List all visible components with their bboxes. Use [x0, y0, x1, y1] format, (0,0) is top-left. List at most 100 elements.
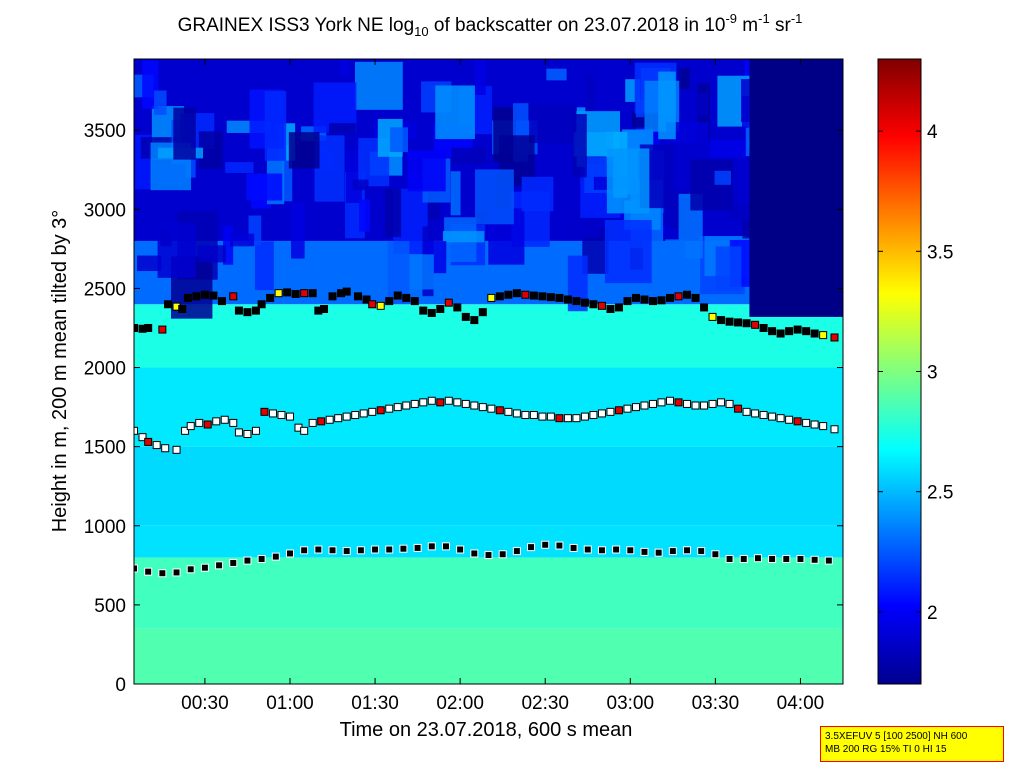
layer-marker-upper: [183, 293, 192, 302]
layer-marker-upper: [453, 303, 462, 312]
layer-marker-mid: [134, 426, 138, 435]
layer-marker-mid: [268, 409, 277, 418]
layer-marker-mid: [325, 415, 334, 424]
chart-title: GRAINEX ISS3 York NE log10 of backscatte…: [178, 11, 803, 39]
heatmap-speckle: [715, 246, 742, 291]
layer-marker-lower: [229, 558, 238, 567]
layer-marker-upper: [614, 303, 623, 312]
layer-marker-upper: [555, 293, 564, 302]
layer-marker-upper: [144, 323, 153, 332]
layer-marker-lower: [215, 561, 224, 570]
heatmap-speckle: [690, 159, 734, 211]
layer-marker-upper: [538, 292, 547, 301]
layer-marker-mid: [144, 437, 153, 446]
layer-marker-upper: [266, 293, 275, 302]
layer-marker-lower: [768, 555, 777, 563]
x-tick-label: 03:00: [607, 693, 655, 714]
layer-marker-upper: [529, 291, 538, 300]
layer-marker-upper: [461, 312, 470, 321]
layer-marker-mid: [172, 445, 181, 454]
layer-marker-mid: [768, 412, 777, 421]
layer-marker-mid: [759, 411, 768, 420]
layer-marker-lower: [484, 551, 493, 560]
heatmap-speckle: [665, 122, 709, 143]
heatmap-speckle: [658, 71, 676, 140]
heatmap-dark-region: [749, 59, 843, 317]
heatmap-speckle: [604, 220, 652, 284]
layer-marker-lower: [626, 546, 635, 555]
colorbar-tick-label: 2.5: [927, 483, 953, 504]
layer-marker-upper: [819, 331, 828, 340]
layer-marker-lower: [810, 555, 819, 564]
layer-marker-lower: [654, 548, 663, 557]
layer-markers: [134, 287, 839, 578]
layer-marker-mid: [674, 398, 683, 407]
layer-marker-upper: [274, 289, 283, 298]
layer-marker-upper: [546, 293, 555, 302]
layer-marker-mid: [776, 414, 785, 423]
y-tick-label: 2500: [84, 279, 126, 300]
heatmap-speckle: [387, 241, 410, 305]
layer-marker-upper: [521, 290, 530, 299]
heatmap-speckle: [314, 135, 345, 202]
y-tick-label: 1500: [84, 438, 126, 459]
layer-marker-mid: [589, 411, 598, 420]
y-tick-label: 0: [115, 675, 126, 696]
layer-marker-mid: [359, 409, 368, 418]
layer-marker-lower: [753, 554, 762, 563]
layer-marker-upper: [785, 327, 794, 336]
layer-marker-upper: [597, 301, 606, 310]
layer-marker-lower: [186, 565, 195, 574]
layer-marker-lower: [356, 546, 365, 555]
layer-marker-upper: [631, 293, 640, 302]
layer-marker-lower: [555, 541, 564, 550]
layer-marker-mid: [243, 430, 252, 438]
heatmap-speckle: [390, 127, 408, 153]
layer-marker-upper: [200, 290, 209, 299]
y-tick-label: 500: [94, 596, 126, 617]
layer-marker-mid: [793, 417, 802, 426]
layer-marker-upper: [362, 295, 371, 304]
layer-marker-mid: [453, 398, 462, 407]
layer-marker-upper: [742, 319, 751, 328]
layer-marker-mid: [376, 406, 385, 415]
heatmap-speckle: [385, 188, 402, 238]
heatmap-speckle: [340, 60, 350, 77]
layer-marker-upper: [257, 300, 266, 309]
layer-marker-upper: [410, 297, 419, 306]
layer-marker-mid: [683, 399, 692, 408]
layer-marker-upper: [793, 325, 802, 334]
processing-info-box: 3.5XEFUV 5 [100 2500] NH 600 MB 200 RG 1…: [820, 726, 1004, 762]
layer-marker-mid: [700, 401, 709, 410]
layer-marker-mid: [410, 399, 419, 408]
layer-marker-upper: [342, 287, 351, 296]
layer-marker-mid: [342, 412, 351, 421]
layer-marker-mid: [334, 414, 343, 423]
layer-marker-lower: [243, 556, 252, 565]
layer-marker-lower: [711, 550, 720, 559]
heatmap-band-3: [134, 446, 843, 526]
layer-marker-lower: [512, 547, 521, 556]
layer-marker-lower: [470, 549, 479, 558]
layer-marker-mid: [546, 412, 555, 421]
layer-marker-upper: [229, 292, 238, 301]
layer-marker-upper: [283, 288, 292, 297]
heatmap-speckle: [359, 199, 370, 232]
colorbar-tick-label: 2: [927, 603, 938, 624]
layer-marker-mid: [580, 412, 589, 421]
heatmap-speckle: [451, 147, 486, 164]
heatmap-speckle: [678, 68, 690, 90]
y-tick-label: 2000: [84, 359, 126, 380]
heatmap-speckle: [254, 241, 274, 291]
layer-marker-mid: [563, 414, 572, 423]
layer-marker-mid: [830, 425, 839, 434]
layer-marker-lower: [158, 569, 167, 578]
layer-marker-upper: [708, 312, 717, 321]
layer-marker-mid: [161, 444, 170, 453]
layer-marker-mid: [614, 406, 623, 415]
layer-marker-lower: [314, 545, 323, 554]
layer-marker-upper: [751, 320, 760, 329]
layer-marker-mid: [285, 412, 294, 421]
layer-marker-lower: [385, 545, 394, 554]
heatmap-speckle: [264, 91, 287, 161]
